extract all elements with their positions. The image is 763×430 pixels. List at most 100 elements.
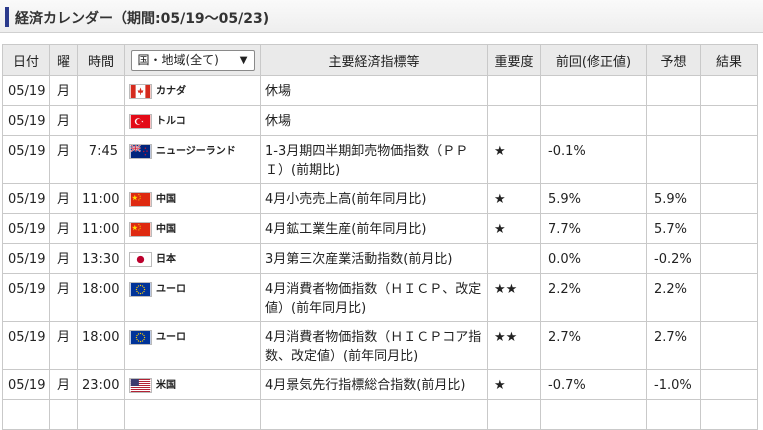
previous-value-cell: 2.7%	[540, 321, 647, 370]
time-cell: 23:00	[77, 369, 125, 400]
result-cell	[700, 135, 758, 184]
chevron-down-icon: ▼	[239, 55, 248, 66]
date-cell: 05/19	[2, 321, 50, 370]
indicator-cell: 4月消費者物価指数（ＨＩＣＰ、改定値）(前年同月比)	[260, 273, 488, 322]
empty-cell	[646, 399, 701, 430]
empty-cell	[124, 399, 261, 430]
indicator-cell: 4月鉱工業生産(前年同月比)	[260, 213, 488, 244]
country-filter-select[interactable]: 国・地域(全て) ▼	[130, 50, 255, 71]
country-label: トルコ	[129, 112, 256, 131]
table-row: 05/19 月 18:00 ユーロ 4月消費者物価指数（ＨＩＣＰ、改定値）(前年同月比)…	[2, 273, 758, 322]
title-accent-bar	[5, 7, 9, 27]
forecast-cell: 5.7%	[646, 213, 701, 244]
importance-cell: ★	[487, 213, 541, 244]
previous-value-cell	[540, 75, 647, 106]
day-of-week-cell: 月	[49, 135, 78, 184]
table-header-row: 日付 曜 時間 国・地域(全て) ▼ 主要経済指標等 重要度 前回(修正値) 予…	[2, 44, 758, 76]
country-cell: 日本	[124, 243, 261, 274]
previous-value-cell: -0.1%	[540, 135, 647, 184]
country-label: 中国	[129, 190, 256, 209]
header-previous: 前回(修正値)	[540, 44, 647, 76]
date-cell: 05/19	[2, 183, 50, 214]
forecast-cell	[646, 75, 701, 106]
country-label: カナダ	[129, 82, 256, 101]
date-cell: 05/19	[2, 273, 50, 322]
country-name: ユーロ	[156, 332, 186, 343]
indicator-cell: 休場	[260, 105, 488, 136]
empty-cell	[77, 399, 125, 430]
importance-cell: ★	[487, 183, 541, 214]
previous-value-cell: 0.0%	[540, 243, 647, 274]
header-date: 日付	[2, 44, 50, 76]
importance-cell	[487, 243, 541, 274]
country-name: カナダ	[156, 86, 186, 97]
date-cell: 05/19	[2, 243, 50, 274]
country-cell: カナダ	[124, 75, 261, 106]
date-cell: 05/19	[2, 213, 50, 244]
indicator-cell: 1-3月期四半期卸売物価指数（ＰＰＩ）(前期比)	[260, 135, 488, 184]
date-cell: 05/19	[2, 369, 50, 400]
country-label: 中国	[129, 220, 256, 239]
forecast-cell: 5.9%	[646, 183, 701, 214]
date-cell: 05/19	[2, 135, 50, 184]
table-row: 05/19 月 11:00 中国 4月鉱工業生産(前年同月比) ★ 7.7% 5.7%	[2, 213, 758, 244]
indicator-cell: 3月第三次産業活動指数(前月比)	[260, 243, 488, 274]
japan-flag-icon	[129, 252, 152, 267]
china-flag-icon	[129, 222, 152, 237]
canada-flag-icon	[129, 84, 152, 99]
empty-cell	[49, 399, 78, 430]
empty-cell	[487, 399, 541, 430]
country-name: ユーロ	[156, 284, 186, 295]
country-name: 米国	[156, 380, 176, 391]
time-cell: 18:00	[77, 273, 125, 322]
table-row: 05/19 月 23:00 米国 4月景気先行指標総合指数(前月比) ★ -0.7% -1.0…	[2, 369, 758, 400]
indicator-cell: 4月消費者物価指数（ＨＩＣＰコア指数、改定値）(前年同月比)	[260, 321, 488, 370]
forecast-cell: 2.7%	[646, 321, 701, 370]
header-indicator: 主要経済指標等	[260, 44, 488, 76]
forecast-cell: -0.2%	[646, 243, 701, 274]
time-cell: 11:00	[77, 213, 125, 244]
result-cell	[700, 105, 758, 136]
country-label: ユーロ	[129, 328, 256, 347]
day-of-week-cell: 月	[49, 75, 78, 106]
result-cell	[700, 213, 758, 244]
table-row: 05/19 月 11:00 中国 4月小売売上高(前年同月比) ★ 5.9% 5.9%	[2, 183, 758, 214]
result-cell	[700, 273, 758, 322]
date-cell: 05/19	[2, 105, 50, 136]
day-of-week-cell: 月	[49, 213, 78, 244]
previous-value-cell: 5.9%	[540, 183, 647, 214]
page-title: 経済カレンダー（期間:05/19～05/23)	[15, 11, 270, 27]
empty-cell	[2, 399, 50, 430]
country-name: 中国	[156, 194, 176, 205]
result-cell	[700, 369, 758, 400]
previous-value-cell: 7.7%	[540, 213, 647, 244]
country-cell: 米国	[124, 369, 261, 400]
time-cell: 7:45	[77, 135, 125, 184]
day-of-week-cell: 月	[49, 273, 78, 322]
result-cell	[700, 243, 758, 274]
date-cell: 05/19	[2, 75, 50, 106]
country-label: 日本	[129, 250, 256, 269]
table-row: 05/19 月 13:30 日本 3月第三次産業活動指数(前月比) 0.0% -0.2%	[2, 243, 758, 274]
importance-cell: ★	[487, 135, 541, 184]
header-time: 時間	[77, 44, 125, 76]
result-cell	[700, 183, 758, 214]
indicator-cell: 休場	[260, 75, 488, 106]
day-of-week-cell: 月	[49, 369, 78, 400]
header-forecast: 予想	[646, 44, 701, 76]
country-cell: ユーロ	[124, 321, 261, 370]
title-bar: 経済カレンダー（期間:05/19～05/23)	[0, 0, 763, 33]
forecast-cell: 2.2%	[646, 273, 701, 322]
table-row: 05/19 月 カナダ 休場	[2, 75, 758, 106]
eu-flag-icon	[129, 330, 152, 345]
forecast-cell	[646, 135, 701, 184]
empty-cell	[700, 399, 758, 430]
table-row: 05/19 月 トルコ 休場	[2, 105, 758, 136]
header-country: 国・地域(全て) ▼	[124, 44, 261, 76]
result-cell	[700, 321, 758, 370]
header-dow: 曜	[49, 44, 78, 76]
time-cell: 18:00	[77, 321, 125, 370]
country-label: ニュージーランド	[129, 142, 256, 161]
empty-cell	[260, 399, 488, 430]
usa-flag-icon	[129, 378, 152, 393]
